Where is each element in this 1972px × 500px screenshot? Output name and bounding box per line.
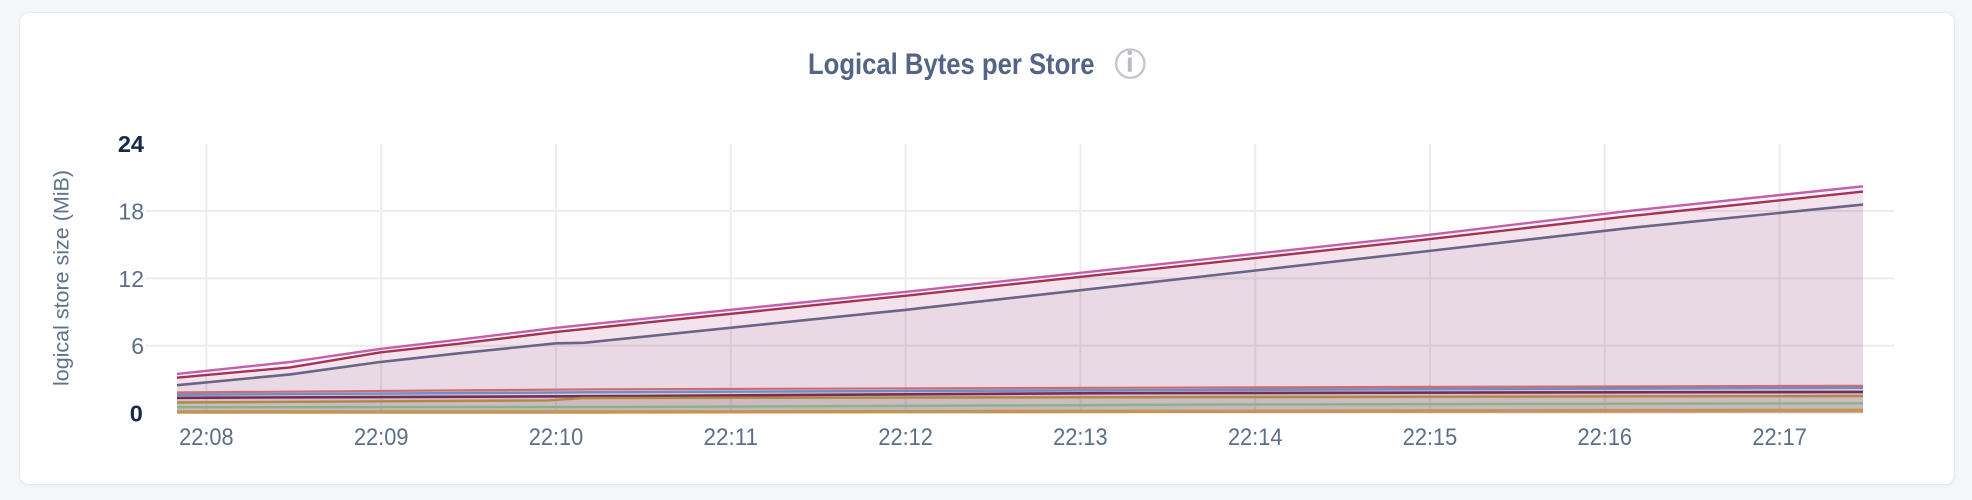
svg-text:22:13: 22:13 <box>1053 424 1108 451</box>
svg-text:24: 24 <box>118 131 144 157</box>
svg-text:22:15: 22:15 <box>1403 424 1458 451</box>
svg-text:18: 18 <box>118 198 144 224</box>
svg-text:22:10: 22:10 <box>529 424 584 451</box>
svg-text:6: 6 <box>131 333 144 359</box>
svg-text:22:14: 22:14 <box>1228 424 1283 451</box>
svg-text:22:12: 22:12 <box>878 424 933 451</box>
svg-text:22:09: 22:09 <box>354 424 409 451</box>
svg-text:12: 12 <box>118 266 144 292</box>
svg-text:logical store size (MiB): logical store size (MiB) <box>51 170 74 386</box>
svg-text:22:11: 22:11 <box>704 424 759 451</box>
svg-text:22:17: 22:17 <box>1752 424 1807 451</box>
svg-text:22:08: 22:08 <box>179 424 234 451</box>
svg-text:22:16: 22:16 <box>1578 424 1633 451</box>
svg-text:0: 0 <box>130 401 143 427</box>
